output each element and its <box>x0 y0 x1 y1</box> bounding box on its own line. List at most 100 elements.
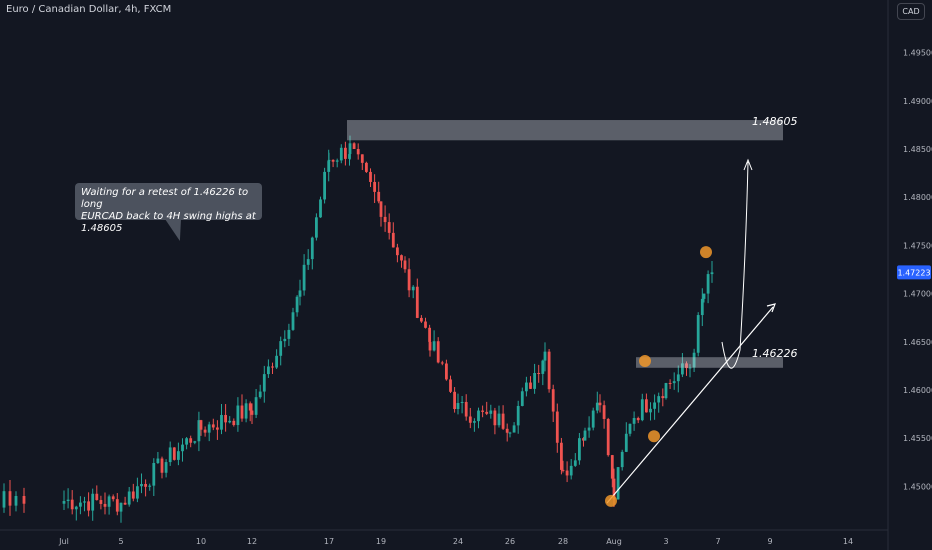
candle <box>616 467 620 500</box>
candle <box>657 392 661 413</box>
candle <box>396 243 399 263</box>
y-tick-label: 1.47000 <box>903 290 932 299</box>
candle <box>598 394 602 413</box>
candle <box>228 416 232 424</box>
x-tick-label: 3 <box>663 537 668 546</box>
candle <box>331 159 335 168</box>
candle <box>66 488 70 509</box>
candle <box>420 315 423 323</box>
candle <box>582 437 585 447</box>
candle <box>131 483 135 502</box>
candle <box>156 451 160 464</box>
candle <box>164 459 168 478</box>
candle <box>295 295 299 317</box>
candle <box>516 400 520 434</box>
candle <box>661 388 665 407</box>
candle <box>403 256 407 273</box>
candle <box>240 394 244 422</box>
candle <box>391 222 395 248</box>
candle <box>373 174 376 203</box>
candle <box>700 288 704 327</box>
candle <box>14 491 18 512</box>
candle <box>632 411 636 431</box>
candle <box>636 416 640 424</box>
candle <box>547 349 551 393</box>
candle <box>91 488 95 521</box>
candle <box>645 393 648 413</box>
candle <box>70 490 74 515</box>
candle <box>432 330 436 352</box>
swing-marker <box>700 246 712 259</box>
candle <box>407 258 411 298</box>
candle <box>460 396 464 414</box>
candle <box>22 487 26 513</box>
x-tick-label: 7 <box>715 537 720 546</box>
candle <box>136 477 139 503</box>
candle <box>258 384 262 399</box>
candle <box>79 496 82 515</box>
candle <box>140 473 143 494</box>
candle <box>668 379 672 389</box>
candle <box>127 486 131 507</box>
candle <box>216 420 219 440</box>
x-tick-label: 19 <box>376 537 386 546</box>
candle <box>706 270 710 304</box>
candle <box>664 382 668 400</box>
y-tick-label: 1.46000 <box>903 386 932 395</box>
candle <box>193 440 197 445</box>
candle <box>508 431 512 438</box>
y-tick-label: 1.49000 <box>903 97 932 106</box>
candle <box>489 404 493 419</box>
zone-retest <box>636 357 783 368</box>
candle <box>436 337 440 364</box>
candle <box>236 397 240 432</box>
currency-button[interactable]: CAD <box>897 3 925 20</box>
callout-note: Waiting for a retest of 1.46226 to long … <box>75 183 262 234</box>
candle <box>473 418 476 432</box>
x-tick-label: 14 <box>843 537 853 546</box>
candle <box>501 405 505 431</box>
candle <box>379 201 383 227</box>
candle <box>298 279 302 306</box>
candle <box>115 493 119 516</box>
candle <box>445 359 448 381</box>
level-label-low: 1.46226 <box>752 347 798 360</box>
candle <box>144 479 147 497</box>
candle <box>453 387 456 413</box>
level-label-high: 1.48605 <box>752 115 798 128</box>
candle <box>177 442 180 466</box>
candle <box>649 402 652 421</box>
candle <box>624 422 628 453</box>
candle <box>315 213 318 241</box>
candle <box>710 260 714 283</box>
candle <box>310 236 314 270</box>
candle <box>681 353 684 378</box>
candle <box>95 485 99 501</box>
candle <box>197 411 201 452</box>
candle <box>555 403 559 453</box>
candle <box>569 459 573 480</box>
swing-marker <box>648 430 660 443</box>
candle <box>99 495 103 510</box>
candle <box>203 426 207 437</box>
trend-arrowhead <box>766 303 776 313</box>
swing-marker <box>605 494 617 507</box>
candle <box>529 376 532 390</box>
candle <box>185 437 188 450</box>
candle <box>369 168 372 187</box>
candle <box>74 505 78 521</box>
candle <box>481 405 484 418</box>
candle <box>339 144 343 164</box>
candle <box>352 142 356 150</box>
candle <box>302 254 306 296</box>
x-tick-label: Jul <box>58 537 69 546</box>
current-price-label: 1.47223 <box>897 268 930 277</box>
x-tick-label: 17 <box>324 537 334 546</box>
candle <box>275 349 278 369</box>
candle <box>119 502 123 523</box>
current-price-tag <box>897 265 931 280</box>
candle <box>497 405 501 428</box>
candle <box>271 362 274 374</box>
candle <box>525 376 528 397</box>
